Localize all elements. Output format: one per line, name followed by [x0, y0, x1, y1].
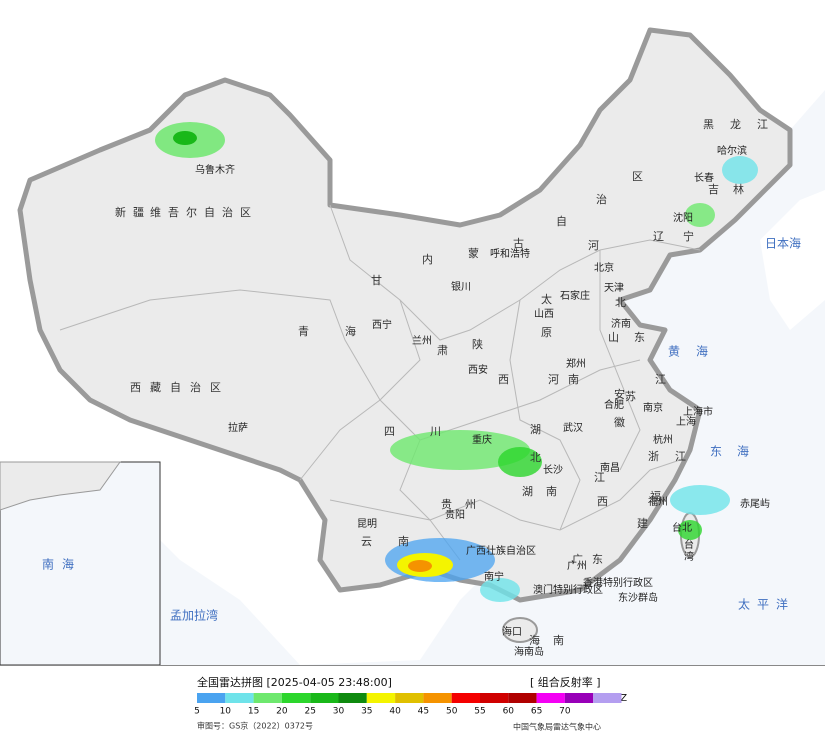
legend-title: 全国雷达拼图 [2025-04-05 23:48:00] [197, 675, 392, 689]
scale-tick-label: 70 [559, 707, 571, 717]
boundary [329, 204, 701, 341]
scale-segment [451, 693, 480, 703]
scale-tick-label: 35 [361, 707, 372, 717]
place-label: 太平洋 [738, 597, 788, 612]
place-label: 日本海 [765, 236, 801, 251]
place-label: 香港特别行政区 [583, 576, 653, 589]
echo [685, 203, 715, 227]
scale-tick-label: 55 [474, 707, 485, 717]
boundary [599, 250, 641, 471]
place-label: 西宁 [372, 318, 392, 331]
place-label: 西藏自治区 [130, 380, 222, 394]
scale-tick-label: 30 [333, 707, 345, 717]
scale-segment [281, 693, 311, 703]
footer-agency: 中国气象局雷达气象中心 [513, 722, 601, 732]
place-label: 澳门特别行政区 [533, 583, 603, 596]
province-boundaries [59, 204, 701, 561]
scale-segment [395, 693, 424, 703]
echo [390, 430, 530, 470]
place-label: 北京 [594, 261, 614, 274]
place-label: 东沙群岛 [618, 591, 658, 604]
place-label: 银川 [451, 280, 471, 293]
scale-tick-label: 50 [446, 707, 458, 717]
scale-segment [564, 693, 594, 703]
place-label: 广西壮族自治区 [466, 544, 536, 557]
place-label: 山西 [534, 308, 554, 320]
scale-segment [253, 693, 282, 703]
place-label: 海南岛 [514, 645, 544, 658]
color-scale: 5 10 15 20 25 30 35 40 45 50 55 60 65 70 [194, 693, 622, 717]
scale-segment-top [593, 693, 622, 703]
scale-segment [366, 693, 396, 703]
place-label: 沈阳 [673, 211, 693, 224]
footer-approval: 审图号：GS京（2022）0372号 [197, 721, 313, 731]
place-label: 昆明 [357, 518, 377, 530]
scale-tick-label: 65 [531, 707, 542, 717]
scale-segment [338, 693, 367, 703]
place-label: 拉萨 [228, 421, 248, 434]
place-label: 重庆 [472, 433, 492, 446]
place-label: 杭州 [653, 433, 673, 446]
place-label: 兰州 [412, 334, 432, 347]
place-label: 福州 [648, 495, 668, 508]
scale-tick-label: 20 [276, 707, 288, 717]
echo [722, 156, 758, 184]
echo [678, 520, 702, 540]
place-label: 上海市 [683, 405, 713, 418]
legend-product: [ 组合反射率 ] [530, 675, 601, 689]
place-label: 武汉 [563, 421, 583, 434]
place-label: 贵阳 [445, 508, 465, 521]
place-label: 南昌 [600, 461, 620, 474]
scale-segment [225, 693, 254, 703]
place-label: 天津 [604, 282, 624, 294]
place-label: 乌鲁木齐 [195, 163, 235, 176]
echo [670, 485, 730, 515]
place-label: 长沙 [543, 464, 563, 476]
place-label: 台北 [672, 521, 692, 534]
scale-tick-label: 45 [418, 707, 429, 717]
inset-coast [0, 461, 121, 511]
echo [480, 578, 520, 602]
scale-tick-label: 25 [304, 707, 315, 717]
place-label: 广州 [567, 560, 587, 572]
place-label: 上海 [676, 415, 696, 428]
place-label: 哈尔滨 [717, 144, 747, 157]
scale-segment [197, 693, 226, 703]
scale-tick-label: 40 [389, 707, 401, 717]
echo [408, 560, 432, 572]
echo [498, 447, 542, 477]
place-label: 呼和浩特 [490, 248, 530, 260]
scale-tick-label: 5 [194, 707, 200, 717]
place-label: 郑州 [566, 357, 586, 370]
scale-tick-label: 15 [248, 707, 259, 717]
place-label: 台湾 [684, 538, 694, 563]
place-label: 合肥 [604, 398, 624, 411]
boundary [509, 299, 581, 531]
place-label: 石家庄 [560, 289, 590, 302]
radar-echoes [155, 122, 758, 602]
place-label: 海口 [502, 625, 522, 638]
scale-segment [536, 693, 565, 703]
scale-tick-label: 10 [220, 707, 232, 717]
place-label: 赤尾屿 [740, 498, 770, 510]
scale-segment [423, 693, 452, 703]
place-label: 孟加拉湾 [170, 608, 218, 623]
boundary [399, 439, 681, 531]
place-label: 南京 [643, 401, 663, 414]
place-label: 长春 [694, 172, 714, 184]
japan-korea [760, 190, 825, 330]
place-label: 西安 [468, 363, 488, 376]
hainan-island [502, 617, 538, 643]
boundary [59, 289, 381, 481]
place-label: 济南 [611, 317, 631, 330]
boundary [379, 299, 641, 441]
scale-segment [508, 693, 537, 703]
scale-segment [310, 693, 339, 703]
place-label: 南宁 [484, 570, 504, 583]
place-label: 黑龙江 [703, 118, 769, 131]
scale-segment [480, 693, 509, 703]
scale-tick-label: 60 [503, 707, 515, 717]
echo [173, 131, 197, 145]
